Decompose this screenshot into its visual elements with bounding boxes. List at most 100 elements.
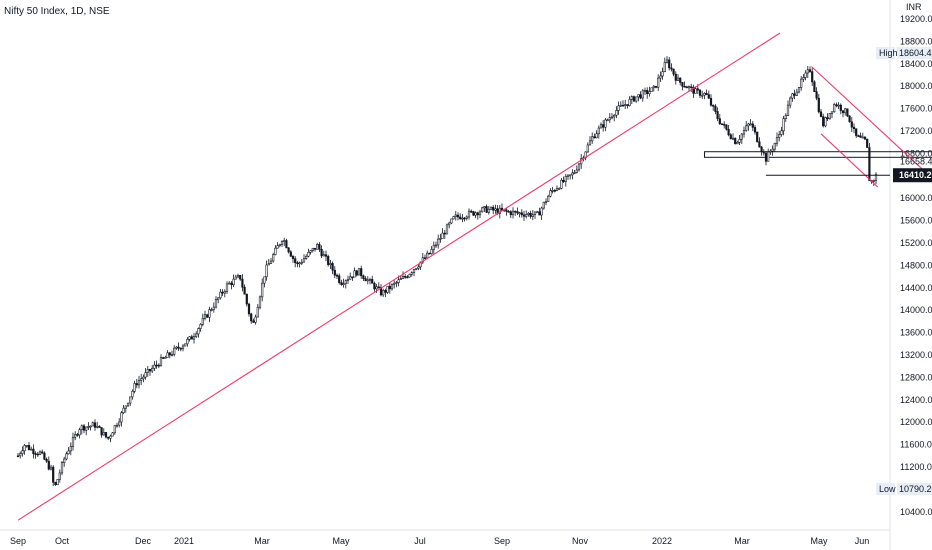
candle-body [848, 115, 851, 123]
trendline[interactable] [17, 32, 781, 521]
candle-body [60, 462, 64, 474]
candle-body [47, 460, 50, 470]
candle-body [489, 206, 493, 210]
candle-body [470, 210, 473, 213]
candle-body [839, 104, 842, 111]
candle-body [586, 144, 589, 153]
candle-body [573, 172, 576, 174]
candle-body [575, 169, 578, 173]
price-tick-label: 18000.00 [900, 81, 932, 91]
candle-body [822, 116, 825, 127]
candle-body [615, 110, 618, 116]
candle-body [850, 121, 853, 128]
candle-body [542, 201, 545, 209]
candle-body [30, 448, 33, 451]
price-tick-label: 10400.00 [900, 507, 932, 517]
time-axis[interactable]: Sep Oct Dec 2021 Mar May Jul Sep Nov 2022 Mar May Ju… [10, 536, 869, 546]
candle-body [346, 278, 350, 281]
candle-body [720, 123, 724, 126]
candle-body [734, 137, 737, 145]
candle-body [82, 425, 86, 431]
candle-body [782, 118, 785, 132]
candle-body [124, 405, 127, 409]
candle-body [307, 252, 310, 257]
candle-body [454, 214, 457, 217]
candle-body [54, 482, 57, 486]
candle-body [687, 86, 691, 89]
candle-body [71, 437, 75, 447]
candle-body [80, 425, 83, 430]
price-tick-label: 17200.00 [900, 126, 932, 136]
candle-body [355, 270, 358, 276]
candle-body [461, 217, 464, 220]
candle-body [294, 258, 297, 264]
time-tick-label: Oct [55, 536, 70, 546]
candle-body [41, 451, 44, 454]
candle-body [857, 135, 860, 137]
candle-body [709, 97, 713, 106]
candle-body [333, 269, 336, 276]
candle-body [417, 266, 420, 269]
candle-body [258, 296, 262, 308]
candle-body [714, 105, 717, 112]
candle-body [364, 278, 367, 282]
candle-body [531, 214, 534, 217]
candle-body [298, 262, 301, 265]
candle-body [780, 130, 783, 135]
candle-body [540, 207, 543, 216]
candle-body [236, 275, 240, 278]
candle-body [206, 314, 209, 318]
candle-body [148, 368, 152, 372]
candle-body [104, 432, 108, 438]
candle-body [808, 69, 812, 72]
candle-body [617, 105, 620, 111]
candle-body [102, 432, 105, 436]
candle-body [302, 258, 306, 263]
price-tick-label: 18400.00 [900, 59, 932, 69]
candle-body [313, 247, 317, 250]
candle-body [861, 136, 864, 139]
candle-body [276, 245, 279, 249]
candle-body [716, 111, 719, 119]
candle-body [830, 111, 834, 114]
candlestick-series [16, 56, 878, 487]
candle-body [45, 459, 48, 462]
candle-body [67, 450, 70, 455]
trendline[interactable] [820, 133, 879, 188]
candle-body [544, 201, 548, 203]
candle-body [551, 189, 554, 192]
candle-body [232, 278, 235, 286]
candle-body [170, 354, 174, 356]
candle-body [562, 179, 565, 182]
candle-body [98, 425, 101, 428]
trendline[interactable] [811, 66, 932, 243]
support-zone[interactable] [703, 151, 932, 158]
candle-body [661, 71, 664, 77]
candle-body [89, 425, 92, 428]
candle-body [742, 130, 746, 135]
drawing-layer[interactable] [17, 32, 932, 521]
price-tick-label: 13200.00 [900, 350, 932, 360]
candle-body [564, 176, 567, 182]
candle-body [621, 104, 625, 107]
low-tag-label-bg [876, 483, 895, 495]
candle-body [177, 346, 180, 349]
candle-body [751, 123, 754, 128]
candle-body [126, 402, 130, 407]
candle-body [762, 151, 765, 154]
candle-body [784, 115, 787, 119]
candle-body [401, 276, 405, 279]
price-axis[interactable]: 19200.00 18800.00 18400.00 18000.00 17600.00… [900, 2, 932, 517]
support-zone-rect[interactable] [703, 151, 932, 158]
candle-body [399, 278, 402, 281]
candle-body [338, 275, 341, 283]
candle-body [34, 453, 37, 455]
candle-body [272, 254, 275, 262]
candle-body [265, 264, 268, 278]
candle-body [694, 88, 697, 94]
candle-body [415, 268, 418, 270]
candle-body [668, 59, 671, 69]
candle-body [705, 93, 708, 95]
candle-body [619, 104, 622, 107]
